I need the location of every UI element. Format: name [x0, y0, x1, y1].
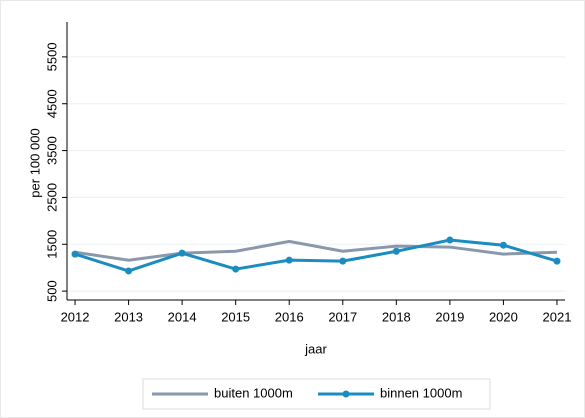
y-tick-label: 5500 — [44, 42, 59, 71]
x-tick-label: 2017 — [328, 309, 357, 324]
legend-label: buiten 1000m — [214, 385, 293, 400]
marker — [339, 257, 347, 265]
marker — [553, 257, 561, 265]
marker — [178, 249, 186, 257]
y-tick-label: 500 — [44, 280, 59, 302]
marker — [499, 241, 507, 249]
x-tick-label: 2021 — [543, 309, 572, 324]
marker — [232, 265, 240, 273]
x-tick-label: 2012 — [61, 309, 90, 324]
y-tick-label: 4500 — [44, 89, 59, 118]
x-tick-label: 2018 — [382, 309, 411, 324]
marker — [71, 250, 79, 258]
y-tick-label: 3500 — [44, 136, 59, 165]
y-axis-label: per 100 000 — [27, 128, 42, 197]
y-tick-label: 1500 — [44, 230, 59, 259]
x-tick-label: 2016 — [275, 309, 304, 324]
marker — [125, 267, 133, 275]
legend-label: binnen 1000m — [380, 385, 462, 400]
marker — [392, 247, 400, 255]
x-axis-label: jaar — [304, 341, 327, 356]
x-tick-label: 2015 — [221, 309, 250, 324]
line — [74, 238, 558, 273]
marker — [285, 256, 293, 264]
x-tick-label: 2013 — [114, 309, 143, 324]
legend-marker — [342, 390, 350, 398]
marker — [446, 236, 454, 244]
y-tick-label: 2500 — [44, 183, 59, 212]
line — [74, 239, 558, 262]
x-tick-label: 2020 — [489, 309, 518, 324]
x-tick-label: 2019 — [435, 309, 464, 324]
x-tick-label: 2014 — [168, 309, 197, 324]
